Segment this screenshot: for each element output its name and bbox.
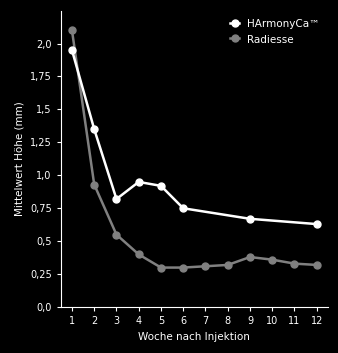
Radiesse: [292, 262, 296, 266]
Radiesse: [181, 265, 185, 270]
HArmonyCa™: [315, 222, 319, 226]
HArmonyCa™: [92, 127, 96, 131]
X-axis label: Woche nach Injektion: Woche nach Injektion: [139, 332, 250, 342]
HArmonyCa™: [248, 217, 252, 221]
Legend: HArmonyCa™, Radiesse: HArmonyCa™, Radiesse: [227, 16, 323, 48]
Radiesse: [248, 255, 252, 259]
Y-axis label: Mittelwert Höhe (mm): Mittelwert Höhe (mm): [15, 101, 25, 216]
Radiesse: [203, 264, 208, 268]
Radiesse: [137, 252, 141, 257]
Radiesse: [70, 28, 74, 32]
Radiesse: [315, 263, 319, 267]
HArmonyCa™: [70, 48, 74, 52]
HArmonyCa™: [115, 197, 119, 201]
Radiesse: [115, 233, 119, 237]
Radiesse: [92, 183, 96, 187]
Radiesse: [226, 263, 230, 267]
Line: Radiesse: Radiesse: [69, 27, 320, 271]
Radiesse: [270, 258, 274, 262]
HArmonyCa™: [181, 206, 185, 210]
Line: HArmonyCa™: HArmonyCa™: [69, 47, 320, 228]
HArmonyCa™: [137, 180, 141, 184]
HArmonyCa™: [159, 184, 163, 188]
Radiesse: [159, 265, 163, 270]
